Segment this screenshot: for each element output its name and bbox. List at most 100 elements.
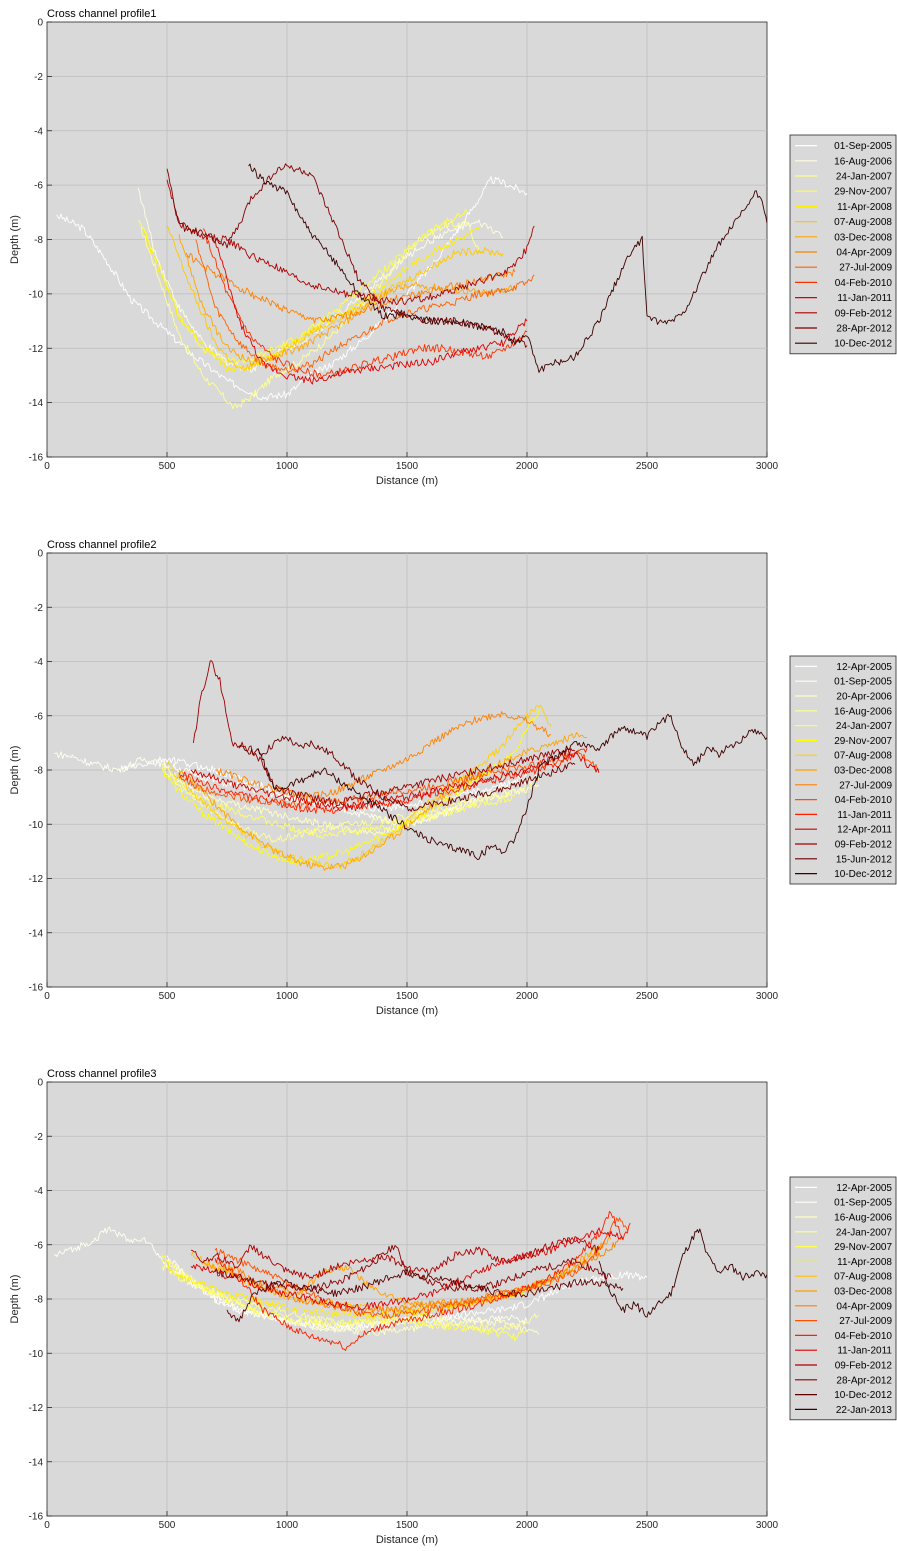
legend-label: 24-Jan-2007 [836, 721, 893, 732]
series-line [190, 751, 600, 811]
series-line [257, 713, 767, 860]
legend-label: 07-Aug-2008 [834, 217, 892, 228]
legend-label: 04-Feb-2010 [835, 278, 893, 289]
series-line [598, 1228, 767, 1318]
y-tick-label: -8 [34, 1295, 43, 1306]
legend-label: 28-Apr-2012 [836, 324, 892, 335]
legend-label: 27-Jul-2009 [839, 263, 892, 274]
x-tick-label: 500 [159, 461, 176, 472]
x-tick-label: 2500 [636, 991, 659, 1002]
legend-label: 29-Nov-2007 [834, 187, 892, 198]
series-line [214, 239, 528, 385]
x-tick-label: 1500 [396, 1520, 419, 1531]
legend: 01-Sep-2005 16-Aug-2006 24-Jan-2007 29-Nov-… [789, 134, 897, 355]
x-tick-label: 1000 [276, 991, 299, 1002]
series-line [56, 176, 528, 401]
series-line [202, 228, 528, 379]
legend-label: 01-Sep-2005 [834, 1198, 892, 1209]
chart-title: Cross channel profile1 [47, 8, 156, 20]
x-tick-label: 500 [159, 991, 176, 1002]
chart-panel-3: 0 500 1000 1500 2000 2500 3000 0 -2 -4 -6 -8 -10 -12 -… [9, 1068, 897, 1546]
y-tick-label: -4 [34, 1186, 43, 1197]
series-line [166, 225, 504, 372]
x-tick-label: 3000 [756, 991, 779, 1002]
y-axis-label: Depth (m) [9, 1275, 21, 1324]
x-axis-label: Distance (m) [376, 475, 438, 487]
x-tick-label: 2000 [516, 991, 539, 1002]
x-tick-label: 2000 [516, 461, 539, 472]
y-tick-label: 0 [37, 549, 43, 560]
y-tick-label: -12 [29, 874, 44, 885]
y-tick-label: 0 [37, 18, 43, 29]
x-tick-label: 1000 [276, 461, 299, 472]
legend-label: 22-Jan-2013 [836, 1405, 893, 1416]
y-tick-label: -16 [29, 1512, 44, 1523]
legend-label: 16-Aug-2006 [834, 706, 892, 717]
x-tick-label: 0 [44, 1520, 50, 1531]
legend-label: 03-Dec-2008 [834, 1287, 892, 1298]
legend-label: 29-Nov-2007 [834, 1242, 892, 1253]
legend-label: 03-Dec-2008 [834, 766, 892, 777]
y-axis-label: Depth (m) [9, 746, 21, 795]
x-tick-label: 0 [44, 461, 50, 472]
legend-label: 24-Jan-2007 [836, 1227, 893, 1238]
y-tick-label: -10 [29, 1349, 44, 1360]
legend: 12-Apr-2005 01-Sep-2005 16-Aug-2006 24-Jan-… [789, 1176, 897, 1421]
legend-label: 27-Jul-2009 [839, 780, 892, 791]
legend-label: 11-Jan-2011 [837, 1346, 892, 1357]
legend-label: 28-Apr-2012 [836, 1375, 892, 1386]
series-line [214, 711, 551, 801]
x-tick-label: 500 [159, 1520, 176, 1531]
legend-label: 16-Aug-2006 [834, 156, 892, 167]
y-tick-label: -6 [34, 711, 43, 722]
series-line [248, 163, 767, 373]
y-tick-label: -4 [34, 126, 43, 137]
series-line [238, 735, 576, 812]
legend-label: 09-Feb-2012 [835, 308, 893, 319]
legend-label: 20-Apr-2006 [836, 692, 892, 703]
series-group [56, 163, 767, 410]
series-group [54, 660, 767, 871]
x-axis-label: Distance (m) [376, 1534, 438, 1546]
y-tick-label: -14 [29, 398, 44, 409]
legend-label: 07-Aug-2008 [834, 751, 892, 762]
series-line [161, 1264, 540, 1333]
series-line [166, 704, 552, 870]
legend-label: 11-Apr-2008 [837, 202, 892, 213]
chart-title: Cross channel profile3 [47, 1068, 156, 1080]
series-line [195, 239, 535, 374]
legend-label: 09-Feb-2012 [835, 840, 893, 851]
legend-label: 27-Jul-2009 [839, 1316, 892, 1327]
legend-label: 12-Apr-2005 [836, 1183, 892, 1194]
x-tick-label: 1500 [396, 991, 419, 1002]
series-line [161, 1255, 528, 1342]
legend-label: 04-Apr-2009 [836, 1301, 892, 1312]
series-line [185, 252, 516, 324]
legend: 12-Apr-2005 01-Sep-2005 20-Apr-2006 16-Aug-… [789, 655, 897, 885]
x-tick-label: 2500 [636, 1520, 659, 1531]
legend-label: 16-Aug-2006 [834, 1213, 892, 1224]
y-tick-label: -8 [34, 235, 43, 246]
y-tick-label: -8 [34, 766, 43, 777]
series-line [214, 1217, 629, 1320]
y-tick-label: -6 [34, 181, 43, 192]
legend-label: 01-Sep-2005 [834, 141, 892, 152]
x-tick-label: 3000 [756, 461, 779, 472]
legend-label: 09-Feb-2012 [835, 1361, 893, 1372]
legend-label: 03-Dec-2008 [834, 232, 892, 243]
y-tick-label: -14 [29, 928, 44, 939]
chart-title: Cross channel profile2 [47, 539, 156, 551]
series-line [161, 767, 540, 844]
series-line [226, 1267, 624, 1323]
chart-panel-1: 0 500 1000 1500 2000 2500 3000 0 -2 -4 -6 -8 -10 -12 -… [9, 8, 897, 487]
y-tick-label: -6 [34, 1240, 43, 1251]
legend-label: 07-Aug-2008 [834, 1272, 892, 1283]
x-tick-label: 3000 [756, 1520, 779, 1531]
y-tick-label: -4 [34, 657, 43, 668]
y-tick-label: -16 [29, 983, 44, 994]
y-tick-label: -14 [29, 1457, 44, 1468]
series-line [53, 1226, 528, 1333]
y-tick-label: -10 [29, 289, 44, 300]
legend-label: 11-Apr-2008 [837, 1257, 892, 1268]
